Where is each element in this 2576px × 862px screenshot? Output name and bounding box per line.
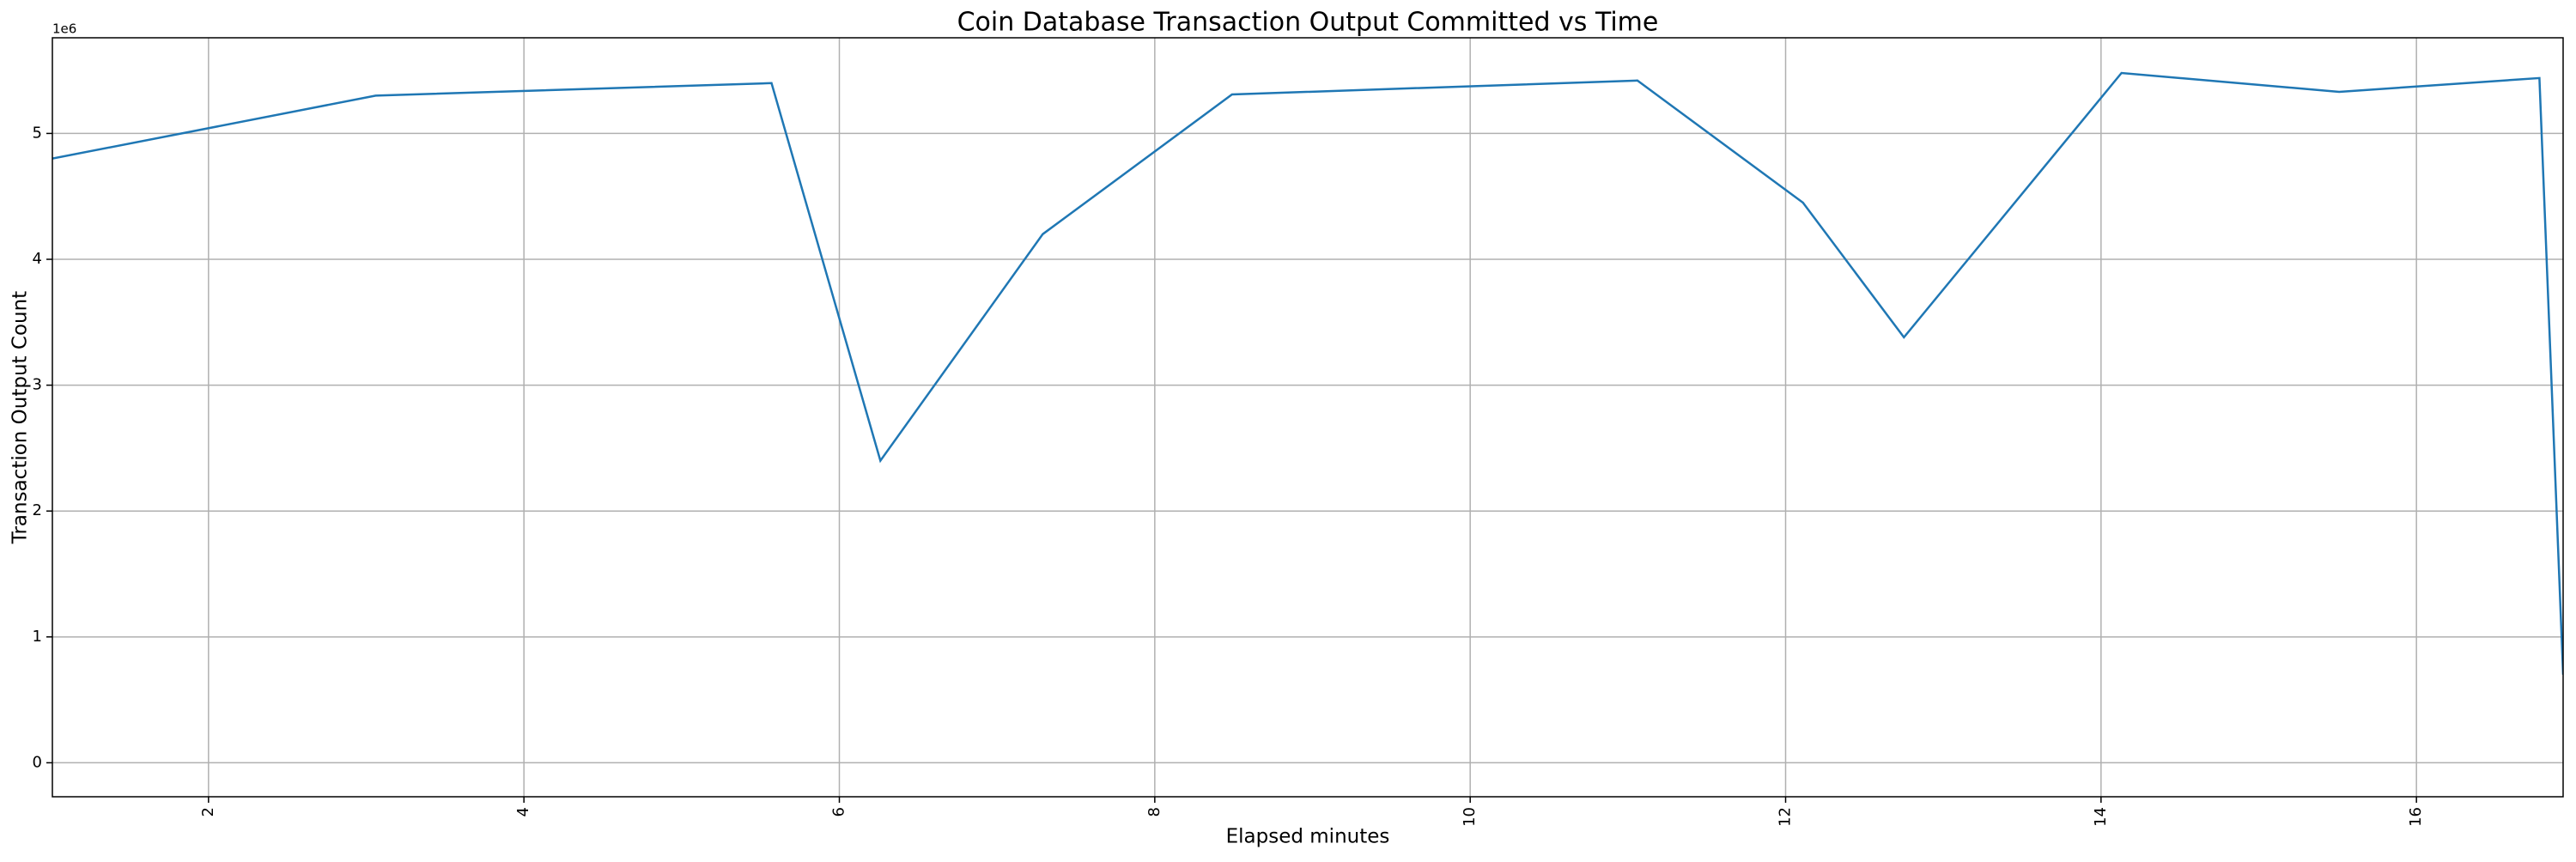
- x-tick-label: 4: [514, 807, 532, 816]
- plot-frame: [52, 37, 2564, 798]
- x-tick-label: 16: [2407, 807, 2425, 827]
- x-tick-label: 2: [199, 807, 217, 816]
- x-axis-label: Elapsed minutes: [1226, 826, 1390, 848]
- data-line: [52, 71, 2563, 675]
- x-tick-label: 12: [1777, 807, 1795, 827]
- y-tick-label: 5: [33, 124, 42, 142]
- y-tick-label: 1: [33, 628, 42, 646]
- y-tick-label: 3: [33, 376, 42, 394]
- chart-title: Coin Database Transaction Output Committ…: [957, 8, 1659, 38]
- y-offset-label: 1e6: [52, 21, 76, 37]
- x-tick-label: 6: [830, 807, 848, 816]
- y-axis-label: Transaction Output Count: [9, 291, 32, 544]
- x-tick-label: 8: [1145, 807, 1163, 816]
- x-tick-label: 14: [2092, 807, 2110, 827]
- y-tick-label: 4: [33, 250, 42, 268]
- y-tick-label: 0: [33, 753, 42, 771]
- y-tick-label: 2: [33, 501, 42, 519]
- x-tick-label: 10: [1461, 807, 1479, 827]
